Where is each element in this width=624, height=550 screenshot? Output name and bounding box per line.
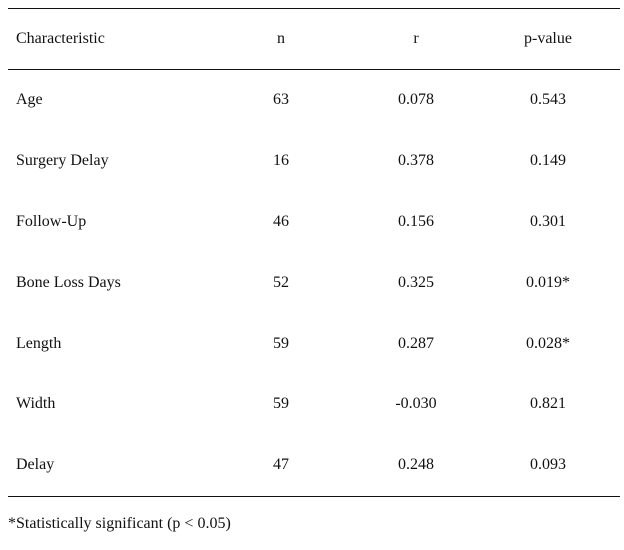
table-row: Surgery Delay 16 0.378 0.149 [8,131,620,192]
table-row: Age 63 0.078 0.543 [8,70,620,131]
header-row: Characteristic n r p-value [8,8,620,70]
table-header: Characteristic n r p-value [8,8,620,70]
cell-characteristic: Width [16,395,56,413]
header-characteristic: Characteristic [16,30,105,47]
cell-r: 0.078 [398,91,434,109]
cell-n: 59 [273,334,289,352]
header-p-value: p-value [524,30,572,47]
cell-r: 0.156 [398,212,434,230]
cell-r: -0.030 [395,395,437,413]
cell-n: 47 [273,456,289,474]
cell-r: 0.325 [398,273,434,291]
table-row: Width 59 -0.030 0.821 [8,374,620,435]
cell-p-value: 0.028* [526,334,570,352]
header-r: r [413,30,419,47]
table-row: Length 59 0.287 0.028* [8,313,620,374]
cell-n: 52 [273,273,289,291]
cell-n: 63 [273,91,289,109]
cell-p-value: 0.149 [530,152,566,170]
cell-r: 0.287 [398,334,434,352]
cell-n: 16 [273,152,289,170]
correlation-table-container: Characteristic n r p-value Age 63 0.078 … [8,8,620,497]
cell-characteristic: Follow-Up [16,212,87,230]
table-footnote: *Statistically significant (p < 0.05) [8,515,231,532]
cell-n: 59 [273,395,289,413]
cell-p-value: 0.301 [530,212,566,230]
cell-p-value: 0.019* [526,273,570,291]
cell-p-value: 0.093 [530,456,566,474]
table-body: Age 63 0.078 0.543 Surgery Delay 16 0.37… [8,70,620,497]
cell-p-value: 0.543 [530,91,566,109]
cell-characteristic: Age [16,91,43,109]
cell-characteristic: Length [16,334,62,352]
table-row: Follow-Up 46 0.156 0.301 [8,192,620,253]
cell-characteristic: Delay [16,456,55,474]
cell-n: 46 [273,212,289,230]
table-row: Delay 47 0.248 0.093 [8,435,620,496]
table-row: Bone Loss Days 52 0.325 0.019* [8,252,620,313]
cell-characteristic: Bone Loss Days [16,273,121,291]
cell-r: 0.378 [398,152,434,170]
cell-r: 0.248 [398,456,434,474]
header-n: n [277,30,285,47]
cell-p-value: 0.821 [530,395,566,413]
correlation-table: Characteristic n r p-value Age 63 0.078 … [8,8,620,497]
cell-characteristic: Surgery Delay [16,152,109,170]
